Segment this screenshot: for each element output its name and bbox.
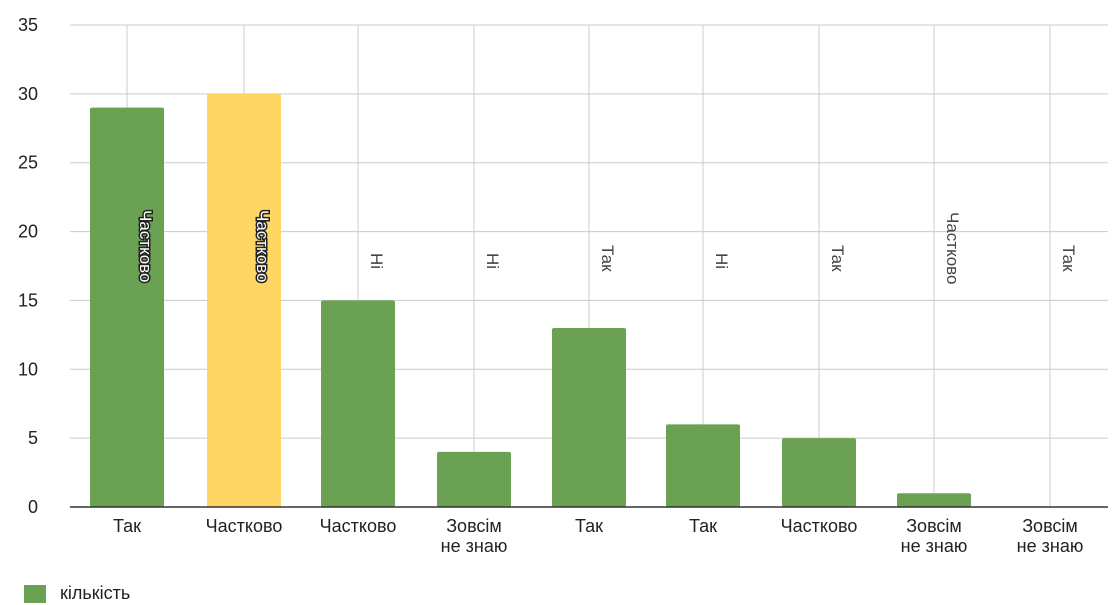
y-tick-label: 35 <box>18 15 38 35</box>
y-axis: 0 5 10 15 20 25 30 35 <box>18 15 38 517</box>
x-category-label: Так <box>689 516 717 536</box>
legend-swatch <box>24 584 46 603</box>
bar[interactable] <box>552 327 626 507</box>
bar-annotation-label: Частково <box>943 212 962 284</box>
y-tick-label: 10 <box>18 359 38 379</box>
bar[interactable] <box>437 451 511 507</box>
bar[interactable] <box>897 493 971 507</box>
y-tick-label: 20 <box>18 222 38 242</box>
x-category-label: Зовсім не знаю <box>901 516 968 556</box>
bar[interactable] <box>782 438 856 507</box>
x-category-label: Зовсім не знаю <box>441 516 508 556</box>
bar[interactable] <box>321 300 395 507</box>
bar[interactable] <box>207 93 281 507</box>
x-category-label: Зовсім не знаю <box>1017 516 1084 556</box>
bar-annotation-label: Частково <box>136 210 155 282</box>
bars <box>90 93 971 507</box>
y-tick-label: 5 <box>28 428 38 448</box>
x-category-label: Так <box>575 516 603 536</box>
bar-annotation-label: Ні <box>367 253 386 269</box>
bar-annotation-label: Ні <box>712 253 731 269</box>
x-axis: Так Частково Частково Зовсім не знаю Так Так Ча… <box>70 506 1108 556</box>
bar-annotation-label: Так <box>828 245 847 272</box>
y-tick-label: 30 <box>18 84 38 104</box>
legend[interactable]: кількість <box>24 583 130 604</box>
bar[interactable] <box>666 424 740 507</box>
x-category-label: Так <box>113 516 141 536</box>
y-tick-label: 25 <box>18 153 38 173</box>
bar-annotations: Частково Частково Ні Ні Так Ні Так Частково Так <box>135 209 1079 285</box>
bar[interactable] <box>90 107 164 507</box>
legend-label: кількість <box>60 583 131 603</box>
bar-annotation-label: Ні <box>483 253 502 269</box>
bar-annotation-label: Так <box>598 245 617 272</box>
bar-annotation-label: Так <box>1059 245 1078 272</box>
x-category-label: Частково <box>206 516 283 536</box>
y-tick-label: 15 <box>18 290 38 310</box>
y-tick-label: 0 <box>28 497 38 517</box>
x-category-label: Частково <box>781 516 858 536</box>
x-category-label: Частково <box>320 516 397 536</box>
bar-annotation-label: Частково <box>253 210 272 282</box>
